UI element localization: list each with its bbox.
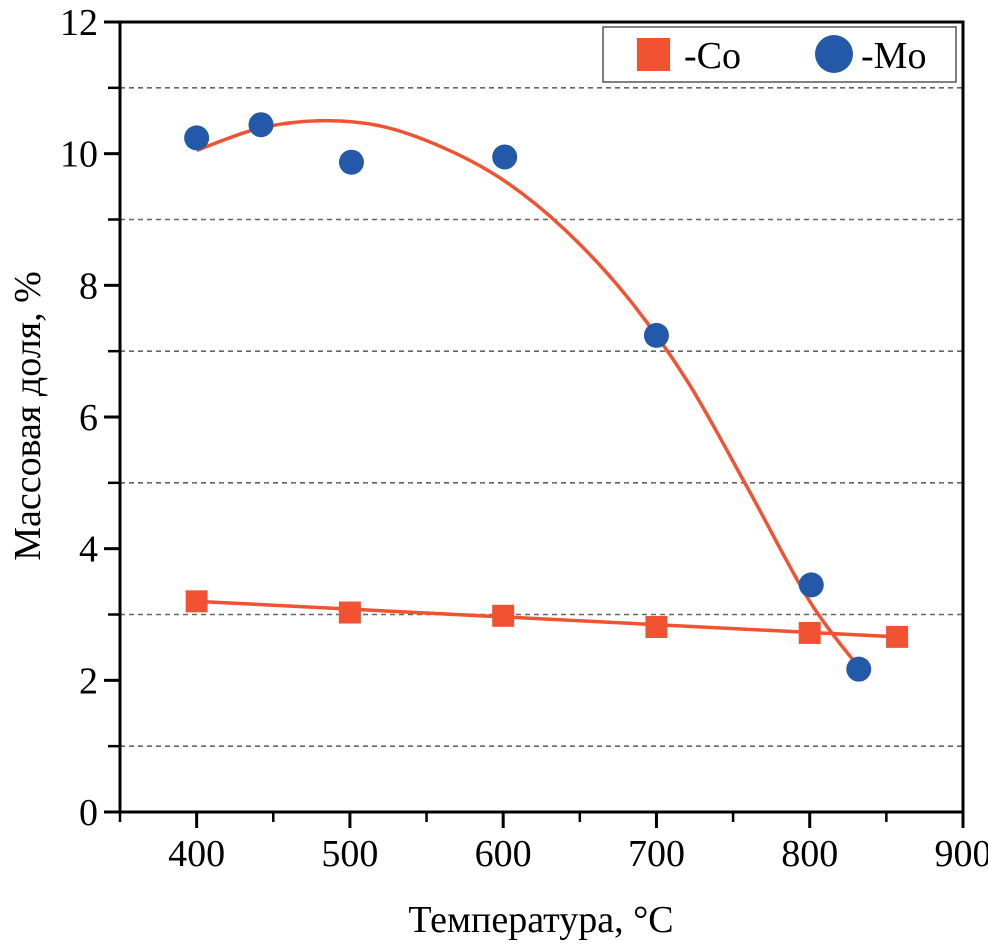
y-tick-label: 6 — [79, 397, 98, 439]
tick-labels: 0 2 4 6 8 10 12 400 500 600 700 800 900 — [60, 2, 988, 875]
x-tick-label: 900 — [935, 833, 988, 875]
co-fit-line — [196, 599, 898, 639]
co-point — [338, 601, 361, 624]
x-tick-label: 400 — [168, 833, 225, 875]
co-point — [645, 616, 668, 639]
co-point — [886, 625, 909, 648]
co-point — [185, 590, 208, 613]
fit-lines — [196, 118, 898, 669]
x-tick-label: 600 — [475, 833, 532, 875]
y-tick-label: 10 — [60, 134, 98, 176]
legend-mo-label: -Mo — [861, 35, 926, 77]
y-tick-label: 12 — [60, 2, 98, 44]
mo-point — [846, 656, 872, 682]
axes — [104, 20, 965, 828]
legend: -Co -Mo — [602, 26, 957, 83]
x-tick-label: 500 — [321, 833, 378, 875]
mo-point — [184, 125, 210, 151]
y-axis-title: Массовая доля, % — [7, 271, 49, 561]
legend-mo-marker — [815, 35, 853, 73]
grid-lines — [120, 87, 963, 747]
co-point — [798, 621, 821, 644]
y-tick-label: 0 — [79, 792, 98, 834]
x-axis-title: Температура, °C — [408, 899, 673, 941]
legend-co-label: -Co — [684, 35, 741, 77]
x-tick-label: 700 — [628, 833, 685, 875]
mo-point — [248, 112, 274, 138]
mo-fit-curve — [196, 118, 861, 669]
mo-point — [338, 149, 364, 175]
y-tick-label: 8 — [79, 265, 98, 307]
mo-point — [643, 322, 669, 348]
data-points — [184, 112, 909, 682]
mo-point — [798, 572, 824, 598]
y-tick-label: 2 — [79, 660, 98, 702]
legend-co-marker — [637, 38, 670, 71]
y-tick-label: 4 — [79, 529, 98, 571]
x-tick-label: 800 — [781, 833, 838, 875]
co-point — [492, 604, 515, 627]
plot-frame — [118, 20, 965, 814]
mo-point — [492, 144, 518, 170]
